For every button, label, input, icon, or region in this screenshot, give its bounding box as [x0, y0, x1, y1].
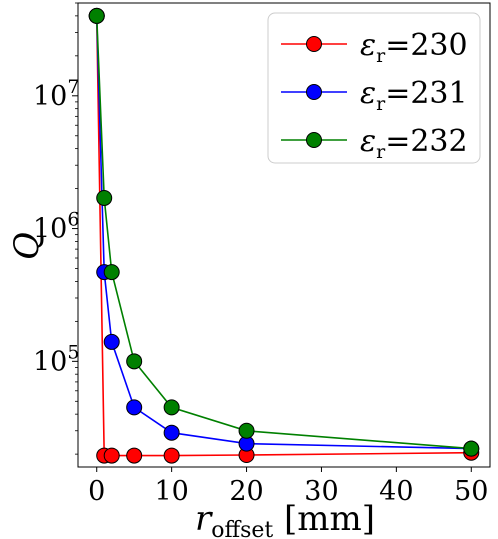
legend-entry: εr=230 — [281, 28, 468, 67]
data-point — [88, 7, 105, 24]
legend-label: εr=230 — [360, 28, 468, 67]
legend-marker — [306, 84, 322, 100]
data-point — [126, 447, 143, 464]
legend-label: εr=231 — [360, 76, 468, 115]
legend-entry: εr=231 — [281, 76, 468, 115]
legend-frame — [267, 12, 481, 164]
data-point — [103, 333, 120, 350]
y-axis: 105 106 107 — [33, 2, 79, 455]
x-tick-label: 30 — [304, 476, 338, 507]
legend-marker — [306, 36, 322, 52]
legend-entry: εr=232 — [281, 124, 468, 163]
data-point — [103, 264, 120, 281]
y-tick-label: 106 — [33, 209, 79, 245]
y-tick-label: 107 — [33, 76, 79, 112]
x-tick-label: 10 — [154, 476, 188, 507]
x-axis-label: roffset [mm] — [195, 499, 375, 539]
x-tick-label: 20 — [229, 476, 263, 507]
x-tick-label: 50 — [454, 476, 488, 507]
legend-label: εr=232 — [360, 124, 468, 163]
legend: εr=230 εr=231 εr=232 — [267, 12, 481, 164]
data-point — [126, 353, 143, 370]
y-axis-label: Q — [7, 232, 47, 260]
data-point — [126, 399, 143, 416]
data-point — [463, 440, 480, 457]
x-axis: 0 10 20 30 40 50 — [88, 467, 488, 507]
legend-marker — [306, 132, 322, 148]
data-point — [163, 399, 180, 416]
y-tick-label: 105 — [33, 341, 79, 377]
x-tick-label: 40 — [379, 476, 413, 507]
series-2 — [88, 7, 480, 457]
data-point — [103, 447, 120, 464]
data-point — [238, 422, 255, 439]
data-point — [163, 447, 180, 464]
x-tick-label: 0 — [88, 476, 105, 507]
series-layer — [88, 7, 480, 464]
data-point — [96, 189, 113, 206]
data-point — [163, 424, 180, 441]
